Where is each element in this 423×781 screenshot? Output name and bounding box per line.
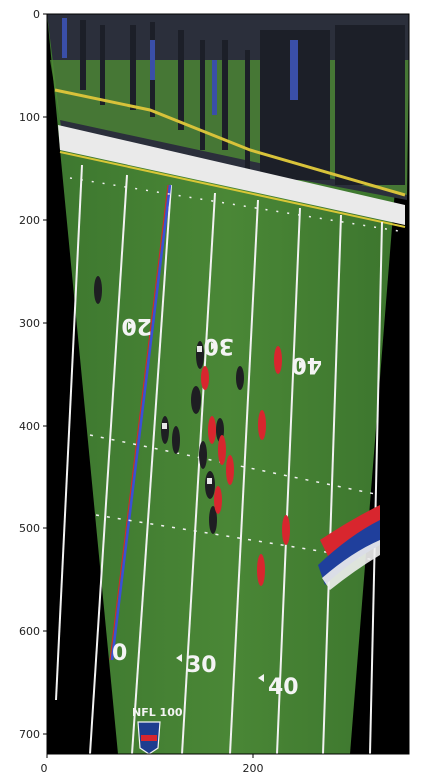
bills-logo <box>318 505 380 590</box>
sideline-yellow-line <box>54 88 406 197</box>
players-red <box>201 346 290 586</box>
field-number-20: 20 <box>121 313 152 338</box>
players-white-trim <box>162 346 212 484</box>
x-axis <box>46 754 254 758</box>
arrow-30-top <box>211 342 217 350</box>
field-number-40-bottom: 40 <box>268 675 299 700</box>
x-tick-0: 0 <box>41 762 48 775</box>
field-number-30-bottom: 30 <box>186 653 217 678</box>
nfl-100-logo: NFL 100 <box>132 706 183 754</box>
y-tick-600: 600 <box>19 625 40 638</box>
sideline-people-blue <box>62 18 298 115</box>
arrow-40-bottom <box>258 674 264 682</box>
x-tick-200: 200 <box>243 762 264 775</box>
field-number-0: 0 <box>112 641 127 666</box>
arrow-30-bottom <box>176 654 182 662</box>
y-tick-700: 700 <box>19 728 40 741</box>
y-tick-200: 200 <box>19 214 40 227</box>
arrow-20 <box>128 322 134 330</box>
y-tick-300: 300 <box>19 317 40 330</box>
nfl-logo-text: NFL 100 <box>132 706 183 719</box>
y-tick-0: 0 <box>33 8 40 21</box>
scrimmage-line-red <box>109 184 169 661</box>
arrow-40-top <box>299 361 305 369</box>
y-tick-100: 100 <box>19 111 40 124</box>
field-number-40-top: 40 <box>291 352 322 377</box>
y-tick-500: 500 <box>19 522 40 535</box>
boundary-yellow <box>59 151 406 228</box>
y-tick-400: 400 <box>19 420 40 433</box>
hash-marks-top <box>69 177 406 561</box>
yard-lines <box>55 164 383 754</box>
axes-spines <box>46 13 410 755</box>
y-axis <box>43 13 47 735</box>
field-number-30-top: 30 <box>203 333 234 358</box>
scrimmage-line <box>110 184 172 661</box>
boundary-band <box>58 125 405 225</box>
